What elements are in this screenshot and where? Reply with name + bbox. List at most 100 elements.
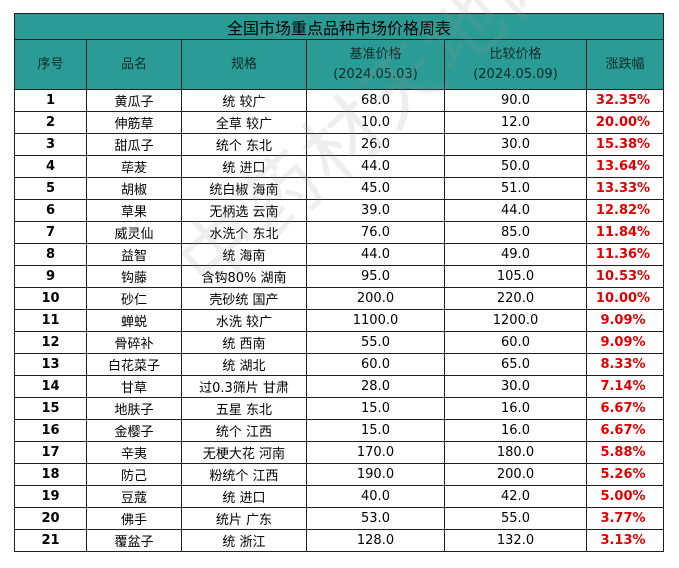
cell-spec: 五星 东北	[181, 397, 307, 420]
cell-change: 6.67%	[585, 397, 665, 420]
cell-spec: 统 浙江	[181, 529, 307, 552]
cell-index: 3	[14, 133, 87, 156]
cell-name: 防己	[86, 463, 182, 486]
cell-base-price: 128.0	[306, 529, 445, 552]
header-change: 涨跌幅	[585, 39, 665, 90]
table-row: 4 荜茇统 进口 44.0 50.0 13.64%	[14, 155, 665, 178]
cell-name: 金樱子	[86, 419, 182, 442]
cell-base-price: 40.0	[306, 485, 445, 508]
cell-spec: 统 进口	[181, 155, 307, 178]
cell-index: 7	[14, 221, 87, 244]
cell-spec: 统 进口	[181, 485, 307, 508]
cell-change: 10.00%	[585, 287, 665, 310]
cell-base-price: 55.0	[306, 331, 445, 354]
cell-index: 20	[14, 507, 87, 530]
cell-index: 4	[14, 155, 87, 178]
cell-change: 10.53%	[585, 265, 665, 288]
cell-base-price: 44.0	[306, 155, 445, 178]
cell-name: 甜瓜子	[86, 133, 182, 156]
cell-name: 骨碎补	[86, 331, 182, 354]
cell-compare-price: 30.0	[444, 133, 587, 156]
cell-change: 11.84%	[585, 221, 665, 244]
header-compare-date: (2024.05.09)	[473, 66, 558, 82]
cell-compare-price: 30.0	[444, 375, 587, 398]
cell-spec: 壳砂统 国产	[181, 287, 307, 310]
cell-base-price: 60.0	[306, 353, 445, 376]
cell-name: 覆盆子	[86, 529, 182, 552]
cell-compare-price: 85.0	[444, 221, 587, 244]
table-row: 1 黄瓜子统 较广 68.0 90.0 32.35%	[14, 89, 665, 112]
cell-compare-price: 180.0	[444, 441, 587, 464]
cell-change: 15.38%	[585, 133, 665, 156]
header-index: 序号	[14, 39, 87, 90]
cell-compare-price: 42.0	[444, 485, 587, 508]
cell-index: 18	[14, 463, 87, 486]
cell-index: 2	[14, 111, 87, 134]
cell-compare-price: 220.0	[444, 287, 587, 310]
title-row: 全国市场重点品种市场价格周表	[13, 13, 665, 40]
table-row: 12 骨碎补统 西南 55.0 60.0 9.09%	[14, 331, 665, 354]
cell-base-price: 200.0	[306, 287, 445, 310]
cell-spec: 统白椒 海南	[181, 177, 307, 200]
cell-name: 草果	[86, 199, 182, 222]
cell-name: 豆蔻	[86, 485, 182, 508]
header-base-price-label: 基准价格	[349, 46, 402, 62]
cell-spec: 粉统个 江西	[181, 463, 307, 486]
table-row: 17 辛夷 无梗大花 河南 170.0 180.0 5.88%	[14, 441, 665, 464]
cell-index: 5	[14, 177, 87, 200]
cell-compare-price: 50.0	[444, 155, 587, 178]
table-row: 18 防己 粉统个 江西 190.0 200.0 5.26%	[14, 463, 665, 486]
cell-name: 辛夷	[86, 441, 182, 464]
cell-compare-price: 16.0	[444, 397, 587, 420]
price-table: 全国市场重点品种市场价格周表 序号 品名 规格 基准价格 (2024.05.03…	[13, 13, 665, 552]
cell-compare-price: 44.0	[444, 199, 587, 222]
cell-index: 10	[14, 287, 87, 310]
cell-name: 胡椒	[86, 177, 182, 200]
table-row: 3 甜瓜子 统个 东北 26.0 30.0 15.38%	[14, 133, 665, 156]
cell-base-price: 26.0	[306, 133, 445, 156]
cell-spec: 无梗大花 河南	[181, 441, 307, 464]
cell-change: 13.33%	[585, 177, 665, 200]
cell-change: 3.13%	[585, 529, 665, 552]
table-row: 5 胡椒 统白椒 海南 45.0 51.0 13.33%	[14, 177, 665, 200]
cell-base-price: 10.0	[306, 111, 445, 134]
cell-name: 钩藤	[86, 265, 182, 288]
cell-base-price: 68.0	[306, 89, 445, 112]
cell-base-price: 170.0	[306, 441, 445, 464]
header-compare-price-label: 比较价格	[489, 46, 542, 62]
cell-spec: 统片 广东	[181, 507, 307, 530]
table-row: 19 豆蔻统 进口 40.0 42.0 5.00%	[14, 485, 665, 508]
cell-compare-price: 1200.0	[444, 309, 587, 332]
cell-spec: 统个 东北	[181, 133, 307, 156]
header-row: 序号 品名 规格 基准价格 (2024.05.03) 比较价格 (2024.05…	[14, 39, 665, 90]
cell-change: 9.09%	[585, 331, 665, 354]
cell-base-price: 95.0	[306, 265, 445, 288]
cell-change: 7.14%	[585, 375, 665, 398]
cell-spec: 统 较广	[181, 89, 307, 112]
cell-base-price: 1100.0	[306, 309, 445, 332]
cell-index: 13	[14, 353, 87, 376]
cell-base-price: 53.0	[306, 507, 445, 530]
cell-index: 17	[14, 441, 87, 464]
cell-base-price: 15.0	[306, 397, 445, 420]
cell-index: 6	[14, 199, 87, 222]
header-base-price: 基准价格 (2024.05.03)	[306, 39, 445, 90]
cell-base-price: 45.0	[306, 177, 445, 200]
cell-compare-price: 12.0	[444, 111, 587, 134]
cell-index: 9	[14, 265, 87, 288]
cell-change: 11.36%	[585, 243, 665, 266]
header-compare-price: 比较价格 (2024.05.09)	[444, 39, 587, 90]
cell-base-price: 15.0	[306, 419, 445, 442]
cell-index: 1	[14, 89, 87, 112]
cell-base-price: 190.0	[306, 463, 445, 486]
cell-name: 甘草	[86, 375, 182, 398]
table-row: 9 钩藤 含钩80% 湖南 95.0 105.0 10.53%	[14, 265, 665, 288]
table-row: 13 白花菜子统 湖北 60.0 65.0 8.33%	[14, 353, 665, 376]
cell-change: 5.88%	[585, 441, 665, 464]
table-row: 15 地肤子 五星 东北 15.0 16.0 6.67%	[14, 397, 665, 420]
cell-name: 益智	[86, 243, 182, 266]
cell-change: 13.64%	[585, 155, 665, 178]
table-row: 10 砂仁 壳砂统 国产 200.0 220.0 10.00%	[14, 287, 665, 310]
cell-change: 9.09%	[585, 309, 665, 332]
cell-compare-price: 90.0	[444, 89, 587, 112]
